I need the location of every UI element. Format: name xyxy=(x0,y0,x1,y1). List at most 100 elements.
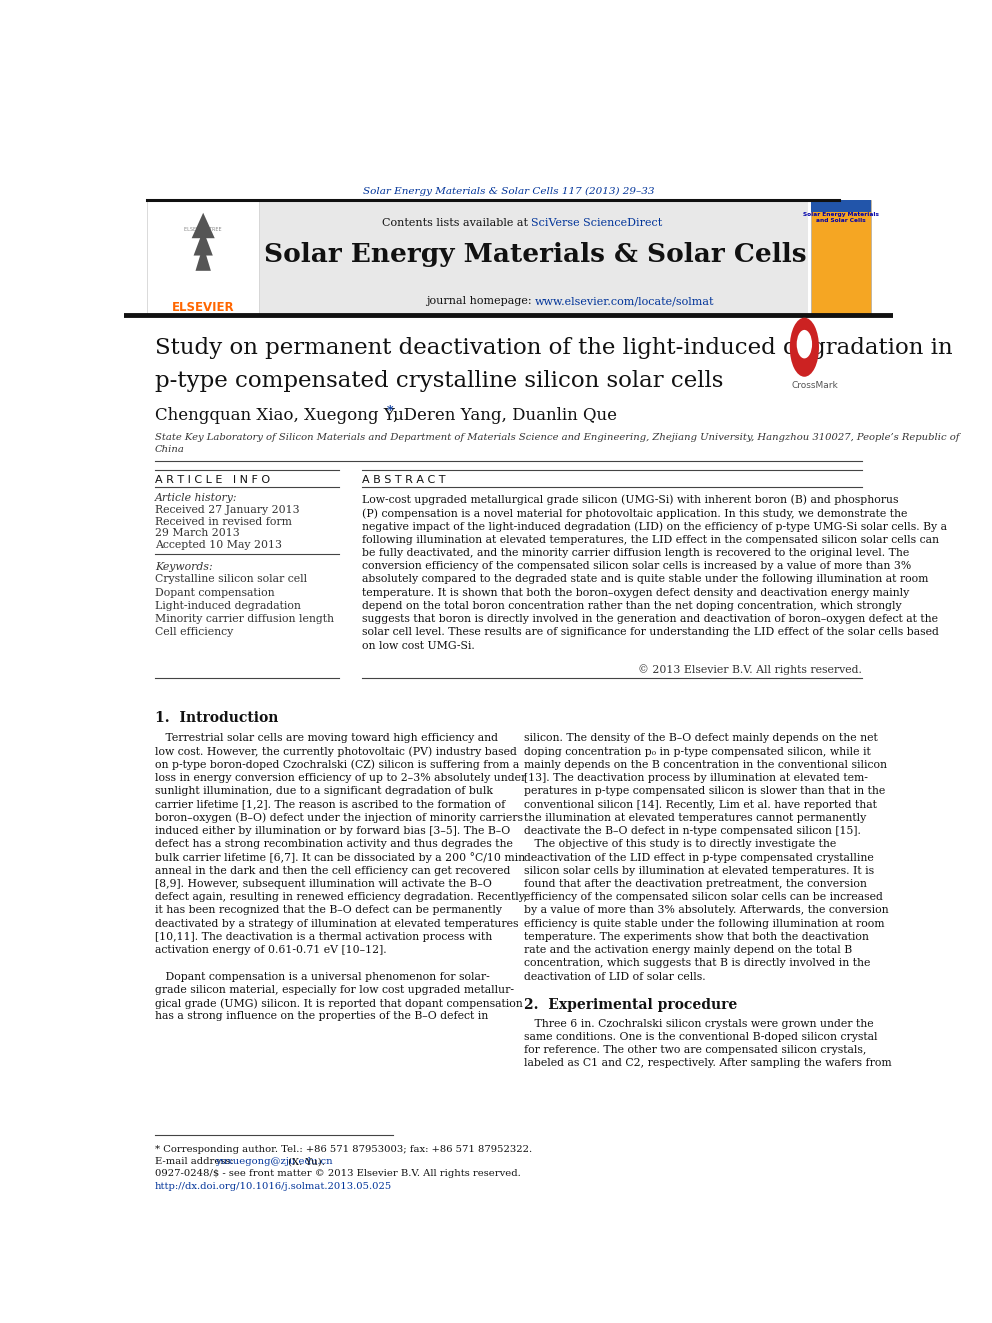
Text: on low cost UMG-Si.: on low cost UMG-Si. xyxy=(362,640,475,651)
Text: Solar Energy Materials
and Solar Cells: Solar Energy Materials and Solar Cells xyxy=(803,212,879,224)
Text: silicon solar cells by illumination at elevated temperatures. It is: silicon solar cells by illumination at e… xyxy=(524,865,874,876)
Text: p-type compensated crystalline silicon solar cells: p-type compensated crystalline silicon s… xyxy=(155,369,723,392)
Text: the illumination at elevated temperatures cannot permanently: the illumination at elevated temperature… xyxy=(524,812,866,823)
Text: for reference. The other two are compensated silicon crystals,: for reference. The other two are compens… xyxy=(524,1045,866,1054)
Text: Terrestrial solar cells are moving toward high efficiency and: Terrestrial solar cells are moving towar… xyxy=(155,733,498,744)
Text: mainly depends on the B concentration in the conventional silicon: mainly depends on the B concentration in… xyxy=(524,759,887,770)
FancyBboxPatch shape xyxy=(259,200,808,314)
Text: efficiency is quite stable under the following illumination at room: efficiency is quite stable under the fol… xyxy=(524,918,884,929)
Text: Crystalline silicon solar cell: Crystalline silicon solar cell xyxy=(155,574,307,585)
Text: Chengquan Xiao, Xuegong Yu: Chengquan Xiao, Xuegong Yu xyxy=(155,407,404,425)
Text: Solar Energy Materials & Solar Cells 117 (2013) 29–33: Solar Energy Materials & Solar Cells 117… xyxy=(363,188,654,196)
Text: Study on permanent deactivation of the light-induced degradation in: Study on permanent deactivation of the l… xyxy=(155,337,952,359)
Text: ELSEVIER TREE: ELSEVIER TREE xyxy=(185,228,222,232)
Text: SciVerse ScienceDirect: SciVerse ScienceDirect xyxy=(532,218,663,228)
Text: grade silicon material, especially for low cost upgraded metallur-: grade silicon material, especially for l… xyxy=(155,984,514,995)
Text: The objective of this study is to directly investigate the: The objective of this study is to direct… xyxy=(524,839,836,849)
Text: Received 27 January 2013: Received 27 January 2013 xyxy=(155,505,300,515)
Text: Minority carrier diffusion length: Minority carrier diffusion length xyxy=(155,614,333,624)
Text: journal homepage:: journal homepage: xyxy=(427,296,536,307)
Text: anneal in the dark and then the cell efficiency can get recovered: anneal in the dark and then the cell eff… xyxy=(155,865,510,876)
Text: (P) compensation is a novel material for photovoltaic application. In this study: (P) compensation is a novel material for… xyxy=(362,508,908,519)
Text: sunlight illumination, due to a significant degradation of bulk: sunlight illumination, due to a signific… xyxy=(155,786,493,796)
Text: solar cell level. These results are of significance for understanding the LID ef: solar cell level. These results are of s… xyxy=(362,627,939,638)
Text: deactivation of LID of solar cells.: deactivation of LID of solar cells. xyxy=(524,971,705,982)
Text: deactivate the B–O defect in n-type compensated silicon [15].: deactivate the B–O defect in n-type comp… xyxy=(524,826,861,836)
Polygon shape xyxy=(797,360,812,373)
Text: [10,11]. The deactivation is a thermal activation process with: [10,11]. The deactivation is a thermal a… xyxy=(155,931,492,942)
Text: © 2013 Elsevier B.V. All rights reserved.: © 2013 Elsevier B.V. All rights reserved… xyxy=(638,664,862,675)
Text: Accepted 10 May 2013: Accepted 10 May 2013 xyxy=(155,540,282,550)
Text: conversion efficiency of the compensated silicon solar cells is increased by a v: conversion efficiency of the compensated… xyxy=(362,561,912,572)
Text: absolutely compared to the degraded state and is quite stable under the followin: absolutely compared to the degraded stat… xyxy=(362,574,929,585)
Text: Received in revised form: Received in revised form xyxy=(155,517,292,528)
Text: labeled as C1 and C2, respectively. After sampling the wafers from: labeled as C1 and C2, respectively. Afte… xyxy=(524,1058,892,1068)
Polygon shape xyxy=(195,245,211,271)
FancyBboxPatch shape xyxy=(147,200,259,314)
Text: 1.  Introduction: 1. Introduction xyxy=(155,710,278,725)
Text: [13]. The deactivation process by illumination at elevated tem-: [13]. The deactivation process by illumi… xyxy=(524,773,868,783)
Text: (X. Yu).: (X. Yu). xyxy=(285,1158,324,1166)
Text: on p-type boron-doped Czochralski (CZ) silicon is suffering from a: on p-type boron-doped Czochralski (CZ) s… xyxy=(155,759,519,770)
Text: found that after the deactivation pretreatment, the conversion: found that after the deactivation pretre… xyxy=(524,878,867,889)
Text: conventional silicon [14]. Recently, Lim et al. have reported that: conventional silicon [14]. Recently, Lim… xyxy=(524,799,877,810)
Text: www.elsevier.com/locate/solmat: www.elsevier.com/locate/solmat xyxy=(536,296,715,307)
Text: Solar Energy Materials & Solar Cells: Solar Energy Materials & Solar Cells xyxy=(264,242,806,267)
Text: defect has a strong recombination activity and thus degrades the: defect has a strong recombination activi… xyxy=(155,839,513,849)
Text: Low-cost upgraded metallurgical grade silicon (UMG-Si) with inherent boron (B) a: Low-cost upgraded metallurgical grade si… xyxy=(362,495,899,505)
Text: negative impact of the light-induced degradation (LID) on the efficiency of p-ty: negative impact of the light-induced deg… xyxy=(362,521,947,532)
Ellipse shape xyxy=(797,329,812,359)
Text: peratures in p-type compensated silicon is slower than that in the: peratures in p-type compensated silicon … xyxy=(524,786,885,796)
Text: Contents lists available at: Contents lists available at xyxy=(382,218,532,228)
Text: Dopant compensation: Dopant compensation xyxy=(155,587,275,598)
Text: has a strong influence on the properties of the B–O defect in: has a strong influence on the properties… xyxy=(155,1011,488,1021)
Text: it has been recognized that the B–O defect can be permanently: it has been recognized that the B–O defe… xyxy=(155,905,502,916)
Text: loss in energy conversion efficiency of up to 2–3% absolutely under: loss in energy conversion efficiency of … xyxy=(155,773,526,783)
Text: Light-induced degradation: Light-induced degradation xyxy=(155,601,301,611)
Text: silicon. The density of the B–O defect mainly depends on the net: silicon. The density of the B–O defect m… xyxy=(524,733,878,744)
Text: Cell efficiency: Cell efficiency xyxy=(155,627,233,638)
Text: defect again, resulting in renewed efficiency degradation. Recently,: defect again, resulting in renewed effic… xyxy=(155,892,527,902)
Text: deactivation of the LID effect in p-type compensated crystalline: deactivation of the LID effect in p-type… xyxy=(524,852,874,863)
Text: be fully deactivated, and the minority carrier diffusion length is recovered to : be fully deactivated, and the minority c… xyxy=(362,548,910,558)
Text: by a value of more than 3% absolutely. Afterwards, the conversion: by a value of more than 3% absolutely. A… xyxy=(524,905,889,916)
Text: Dopant compensation is a universal phenomenon for solar-: Dopant compensation is a universal pheno… xyxy=(155,971,489,982)
FancyBboxPatch shape xyxy=(810,200,871,314)
Polygon shape xyxy=(193,230,213,255)
Text: 29 March 2013: 29 March 2013 xyxy=(155,528,239,537)
Text: concentration, which suggests that B is directly involved in the: concentration, which suggests that B is … xyxy=(524,958,870,968)
Text: *: * xyxy=(387,405,394,418)
Text: , Deren Yang, Duanlin Que: , Deren Yang, Duanlin Que xyxy=(393,407,617,425)
Text: A R T I C L E   I N F O: A R T I C L E I N F O xyxy=(155,475,270,484)
Text: deactivated by a strategy of illumination at elevated temperatures: deactivated by a strategy of illuminatio… xyxy=(155,918,518,929)
Text: yuxuegong@zju.edu.cn: yuxuegong@zju.edu.cn xyxy=(215,1158,333,1166)
Text: bulk carrier lifetime [6,7]. It can be dissociated by a 200 °C/10 min: bulk carrier lifetime [6,7]. It can be d… xyxy=(155,852,525,864)
Text: 2.  Experimental procedure: 2. Experimental procedure xyxy=(524,998,737,1012)
FancyBboxPatch shape xyxy=(810,200,871,212)
Text: Article history:: Article history: xyxy=(155,493,237,503)
Text: efficiency of the compensated silicon solar cells can be increased: efficiency of the compensated silicon so… xyxy=(524,892,883,902)
Text: low cost. However, the currently photovoltaic (PV) industry based: low cost. However, the currently photovo… xyxy=(155,746,517,757)
Text: doping concentration p₀ in p-type compensated silicon, while it: doping concentration p₀ in p-type compen… xyxy=(524,746,871,757)
Text: gical grade (UMG) silicon. It is reported that dopant compensation: gical grade (UMG) silicon. It is reporte… xyxy=(155,998,523,1008)
Text: ELSEVIER: ELSEVIER xyxy=(172,302,234,315)
Text: depend on the total boron concentration rather than the net doping concentration: depend on the total boron concentration … xyxy=(362,601,902,611)
Text: temperature. It is shown that both the boron–oxygen defect density and deactivat: temperature. It is shown that both the b… xyxy=(362,587,910,598)
Text: Keywords:: Keywords: xyxy=(155,562,212,572)
Text: * Corresponding author. Tel.: +86 571 87953003; fax: +86 571 87952322.: * Corresponding author. Tel.: +86 571 87… xyxy=(155,1144,532,1154)
Text: State Key Laboratory of Silicon Materials and Department of Materials Science an: State Key Laboratory of Silicon Material… xyxy=(155,433,959,442)
Ellipse shape xyxy=(790,318,819,377)
Text: carrier lifetime [1,2]. The reason is ascribed to the formation of: carrier lifetime [1,2]. The reason is as… xyxy=(155,799,505,810)
Text: A B S T R A C T: A B S T R A C T xyxy=(362,475,445,484)
Text: boron–oxygen (B–O) defect under the injection of minority carriers: boron–oxygen (B–O) defect under the inje… xyxy=(155,812,523,823)
Text: following illumination at elevated temperatures, the LID effect in the compensat: following illumination at elevated tempe… xyxy=(362,534,939,545)
Text: induced either by illumination or by forward bias [3–5]. The B–O: induced either by illumination or by for… xyxy=(155,826,510,836)
Text: E-mail address:: E-mail address: xyxy=(155,1158,237,1166)
Text: China: China xyxy=(155,445,185,454)
Text: CrossMark: CrossMark xyxy=(791,381,838,390)
Text: [8,9]. However, subsequent illumination will activate the B–O: [8,9]. However, subsequent illumination … xyxy=(155,878,492,889)
Text: temperature. The experiments show that both the deactivation: temperature. The experiments show that b… xyxy=(524,931,869,942)
Text: suggests that boron is directly involved in the generation and deactivation of b: suggests that boron is directly involved… xyxy=(362,614,938,624)
Polygon shape xyxy=(191,213,214,238)
Text: rate and the activation energy mainly depend on the total B: rate and the activation energy mainly de… xyxy=(524,945,852,955)
